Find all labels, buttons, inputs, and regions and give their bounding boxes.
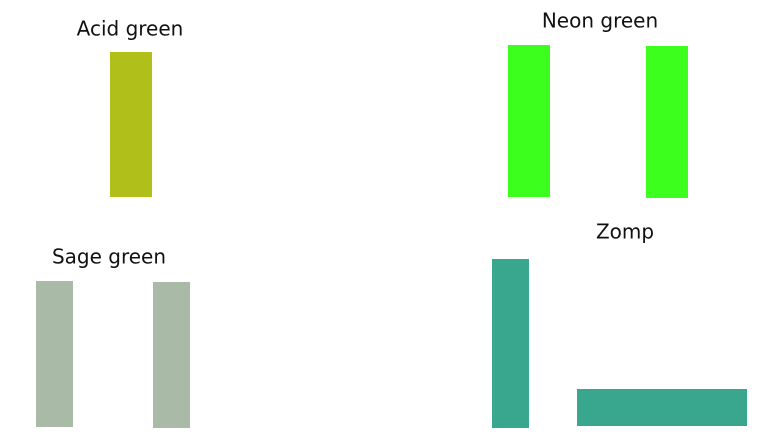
swatch-label: Acid green [77, 17, 184, 41]
color-block [577, 389, 747, 426]
color-block [492, 259, 529, 428]
color-block [36, 281, 73, 427]
swatch-label: Neon green [542, 9, 658, 33]
color-block [646, 46, 688, 198]
swatch-zomp: Zomp [492, 220, 747, 428]
color-block [508, 45, 550, 197]
swatch-label: Zomp [596, 220, 654, 244]
swatch-sage-green: Sage green [36, 245, 190, 428]
swatch-neon-green: Neon green [508, 9, 688, 198]
color-block [153, 282, 190, 428]
color-block [110, 52, 152, 197]
swatch-label: Sage green [52, 245, 166, 269]
swatch-acid-green: Acid green [77, 17, 184, 197]
